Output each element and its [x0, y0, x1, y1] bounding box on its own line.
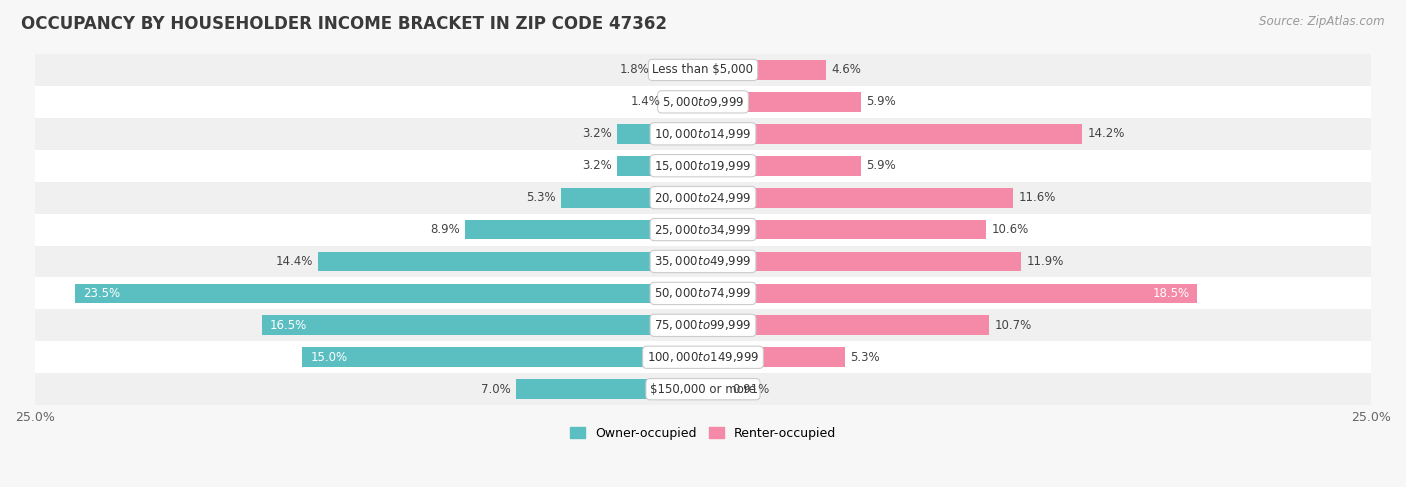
Bar [35, 86, 1371, 118]
Bar [262, 316, 703, 335]
Text: 3.2%: 3.2% [582, 159, 612, 172]
Bar [35, 182, 1371, 214]
Text: 5.9%: 5.9% [866, 95, 896, 108]
Text: 11.9%: 11.9% [1026, 255, 1064, 268]
Text: 0.91%: 0.91% [733, 383, 770, 396]
Text: 10.6%: 10.6% [991, 223, 1029, 236]
Bar [665, 92, 703, 112]
Text: $10,000 to $14,999: $10,000 to $14,999 [654, 127, 752, 141]
Bar [35, 118, 1371, 150]
Text: 18.5%: 18.5% [1153, 287, 1189, 300]
Text: $15,000 to $19,999: $15,000 to $19,999 [654, 159, 752, 173]
Bar [35, 341, 1371, 373]
Bar [703, 60, 825, 80]
Text: 10.7%: 10.7% [994, 319, 1032, 332]
Text: 4.6%: 4.6% [831, 63, 860, 76]
Text: 1.8%: 1.8% [620, 63, 650, 76]
Text: $100,000 to $149,999: $100,000 to $149,999 [647, 350, 759, 364]
Text: 23.5%: 23.5% [83, 287, 120, 300]
Bar [35, 54, 1371, 86]
Text: $25,000 to $34,999: $25,000 to $34,999 [654, 223, 752, 237]
Bar [35, 278, 1371, 309]
Bar [703, 156, 860, 176]
Bar [35, 245, 1371, 278]
Text: 5.3%: 5.3% [526, 191, 555, 204]
Bar [703, 379, 727, 399]
Text: 14.4%: 14.4% [276, 255, 314, 268]
Text: $50,000 to $74,999: $50,000 to $74,999 [654, 286, 752, 300]
Text: 5.3%: 5.3% [851, 351, 880, 364]
Bar [655, 60, 703, 80]
Text: 1.4%: 1.4% [630, 95, 661, 108]
Text: OCCUPANCY BY HOUSEHOLDER INCOME BRACKET IN ZIP CODE 47362: OCCUPANCY BY HOUSEHOLDER INCOME BRACKET … [21, 15, 666, 33]
Bar [35, 309, 1371, 341]
Bar [703, 220, 986, 240]
Text: Source: ZipAtlas.com: Source: ZipAtlas.com [1260, 15, 1385, 28]
Text: 3.2%: 3.2% [582, 127, 612, 140]
Bar [703, 92, 860, 112]
Bar [703, 252, 1021, 271]
Bar [703, 187, 1012, 207]
Bar [75, 283, 703, 303]
Bar [35, 214, 1371, 245]
Bar [703, 347, 845, 367]
Text: Less than $5,000: Less than $5,000 [652, 63, 754, 76]
Bar [703, 283, 1198, 303]
Bar [703, 316, 988, 335]
Text: 16.5%: 16.5% [270, 319, 308, 332]
Text: $150,000 or more: $150,000 or more [650, 383, 756, 396]
Bar [703, 124, 1083, 144]
Bar [516, 379, 703, 399]
Legend: Owner-occupied, Renter-occupied: Owner-occupied, Renter-occupied [565, 422, 841, 445]
Bar [561, 187, 703, 207]
Bar [302, 347, 703, 367]
Text: 14.2%: 14.2% [1088, 127, 1125, 140]
Text: 15.0%: 15.0% [311, 351, 347, 364]
Bar [617, 124, 703, 144]
Bar [35, 150, 1371, 182]
Bar [318, 252, 703, 271]
Bar [35, 373, 1371, 405]
Text: $75,000 to $99,999: $75,000 to $99,999 [654, 318, 752, 332]
Text: $20,000 to $24,999: $20,000 to $24,999 [654, 190, 752, 205]
Text: $35,000 to $49,999: $35,000 to $49,999 [654, 255, 752, 268]
Bar [465, 220, 703, 240]
Text: 8.9%: 8.9% [430, 223, 460, 236]
Text: 7.0%: 7.0% [481, 383, 510, 396]
Bar [617, 156, 703, 176]
Text: $5,000 to $9,999: $5,000 to $9,999 [662, 95, 744, 109]
Text: 5.9%: 5.9% [866, 159, 896, 172]
Text: 11.6%: 11.6% [1018, 191, 1056, 204]
